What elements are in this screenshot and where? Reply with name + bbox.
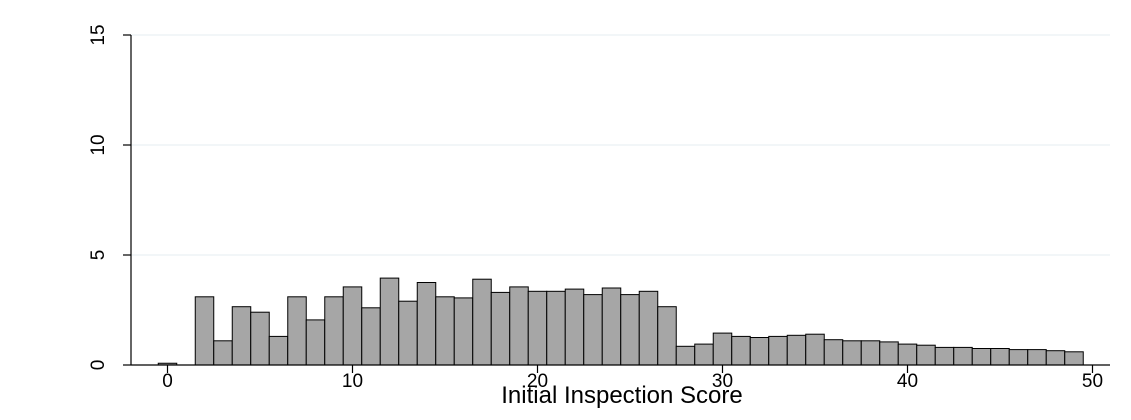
bar-bin-46 xyxy=(1008,349,1029,366)
bar-bin-27 xyxy=(657,306,677,366)
bar-bin-43 xyxy=(953,346,973,366)
bar-bin-40 xyxy=(897,343,918,366)
bar-bin-35 xyxy=(805,333,825,366)
bar-bin-3 xyxy=(213,340,233,366)
x-axis-ticks: 0 10 20 30 40 50 xyxy=(162,365,1103,392)
bar-bin-4 xyxy=(231,306,252,366)
bar-bin-5 xyxy=(250,311,270,366)
x-axis-title: Initial Inspection Score xyxy=(501,382,742,409)
x-tick-label-50: 50 xyxy=(1082,371,1103,392)
bar-bin-29 xyxy=(694,343,714,366)
x-tick-label-10: 10 xyxy=(342,371,363,392)
bar-bin-6 xyxy=(268,335,289,366)
axes xyxy=(130,35,1110,366)
bar-bin-2 xyxy=(194,296,215,366)
bar-bin-22 xyxy=(564,288,585,366)
bar-bin-36 xyxy=(823,339,844,366)
bar-bin-45 xyxy=(990,348,1010,366)
bar-bin-42 xyxy=(934,346,955,366)
bar-bin-30 xyxy=(712,332,733,366)
bar-bin-41 xyxy=(916,344,936,366)
bar-bin-24 xyxy=(601,287,622,366)
bar-bin-47 xyxy=(1027,349,1047,366)
y-tick-label-5: 5 xyxy=(88,250,109,261)
x-tick-label-0: 0 xyxy=(162,371,173,392)
y-tick-label-10: 10 xyxy=(88,134,109,155)
bar-bin-7 xyxy=(287,296,307,366)
bar-bin-15 xyxy=(435,296,455,366)
bar-bin-19 xyxy=(509,286,529,366)
x-tick-label-20: 20 xyxy=(527,371,548,392)
bar-bin-21 xyxy=(546,290,566,366)
bar-bin-39 xyxy=(879,341,899,366)
bar-bin-14 xyxy=(416,282,437,366)
bar-bin-32 xyxy=(749,337,770,366)
gridlines xyxy=(131,34,1110,256)
bar-bin-8 xyxy=(305,319,326,366)
bar-bin-44 xyxy=(971,348,992,366)
bar-bin-37 xyxy=(842,340,862,366)
x-tick-label-30: 30 xyxy=(712,371,733,392)
bar-bin-20 xyxy=(527,290,548,366)
bar-bin-12 xyxy=(379,277,400,366)
bar-bin-23 xyxy=(583,294,603,366)
y-tick-label-15: 15 xyxy=(88,24,109,45)
bar-bin-26 xyxy=(638,290,659,366)
y-tick-label-0: 0 xyxy=(88,360,109,371)
bar-bin-17 xyxy=(472,278,492,366)
bar-bin-38 xyxy=(860,340,881,366)
bar-bin-9 xyxy=(324,296,344,366)
bar-bin-18 xyxy=(490,291,511,366)
bar-bin-28 xyxy=(675,345,696,366)
bar-bin-48 xyxy=(1045,350,1066,366)
bar-bin-13 xyxy=(398,300,418,366)
bar-bin-11 xyxy=(361,307,381,366)
histogram-bars xyxy=(157,277,1084,366)
bar-bin-16 xyxy=(453,297,474,366)
bar-bin-10 xyxy=(342,286,363,366)
x-tick-label-40: 40 xyxy=(897,371,918,392)
bar-bin-49 xyxy=(1064,351,1084,366)
bar-bin-25 xyxy=(620,294,640,366)
bar-bin-34 xyxy=(786,334,807,366)
y-axis-ticks: 0 5 10 15 xyxy=(88,24,131,370)
bar-bin-33 xyxy=(768,335,788,366)
bar-bin-31 xyxy=(731,335,751,366)
